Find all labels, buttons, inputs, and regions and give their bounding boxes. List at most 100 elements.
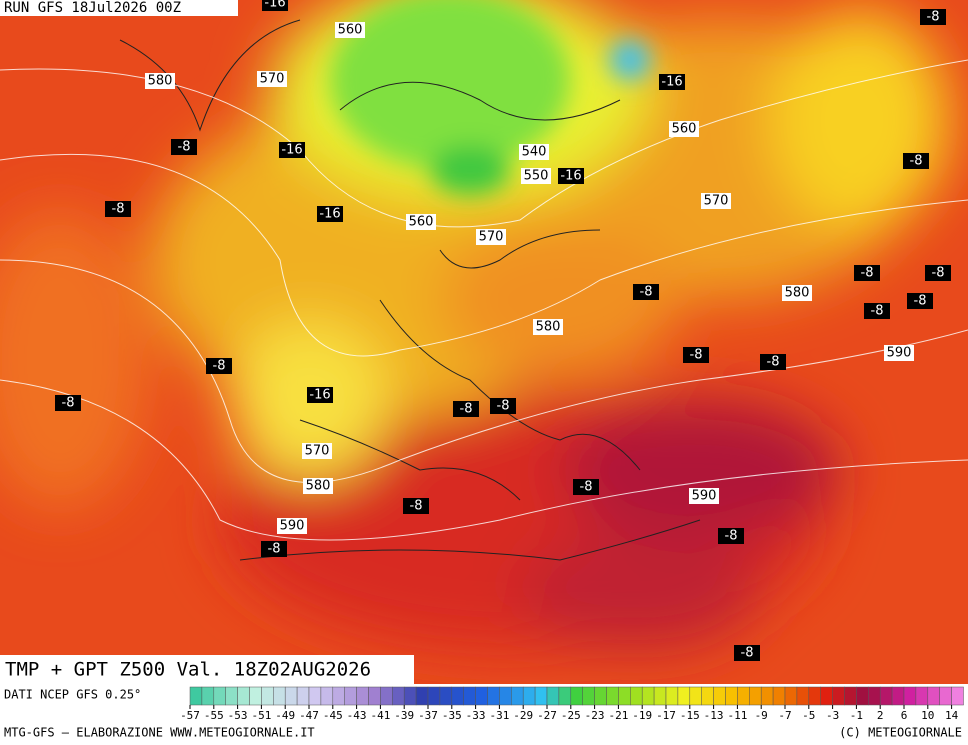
color-scale-label: -47 <box>299 709 319 722</box>
footer-right: (C) METEOGIORNALE <box>839 726 962 740</box>
temperature-label-box <box>403 498 429 514</box>
color-scale-box <box>475 686 488 706</box>
color-scale-label: -11 <box>727 709 747 722</box>
color-scale-label: -15 <box>680 709 700 722</box>
temperature-label: -8 <box>62 396 75 411</box>
run-box <box>0 0 238 16</box>
color-scale-box <box>760 686 774 706</box>
temperature-label: -8 <box>268 542 281 557</box>
height-label: 580 <box>536 320 561 335</box>
color-scale-box <box>225 686 238 706</box>
height-label: 580 <box>785 286 810 301</box>
temperature-label-box <box>573 479 599 495</box>
color-scale-box <box>308 686 322 706</box>
temperature-label: -8 <box>690 348 703 363</box>
color-scale-box <box>415 686 429 706</box>
coastlines <box>119 19 701 561</box>
color-scale-box <box>570 686 583 706</box>
color-scale-label: -39 <box>394 709 414 722</box>
height-label-box <box>302 443 332 459</box>
color-scale-label: -57 <box>180 709 200 722</box>
color-scale-box <box>534 686 548 706</box>
temperature-label: -8 <box>213 359 226 374</box>
temperature-label: -16 <box>661 75 682 90</box>
temperature-label-box <box>903 153 929 169</box>
cold-core <box>330 0 650 195</box>
height-label-box <box>521 168 551 184</box>
height-label: 570 <box>704 194 729 209</box>
color-scale-box <box>427 686 441 706</box>
color-scale-box <box>879 686 893 706</box>
temperature-label: -16 <box>309 388 330 403</box>
temperature-label: -8 <box>640 285 653 300</box>
temperature-label-box <box>558 168 584 184</box>
temperature-label-box <box>864 303 890 319</box>
height-label: 580 <box>306 479 331 494</box>
temperature-label: -8 <box>767 355 780 370</box>
color-scale-label: 2 <box>877 709 884 722</box>
color-scale-label: -43 <box>347 709 367 722</box>
color-scale-box <box>606 686 619 706</box>
color-scale-box <box>380 686 393 706</box>
color-scale-box <box>356 686 369 706</box>
height-label: 570 <box>260 72 285 87</box>
height-label-box <box>335 22 365 38</box>
height-label: 570 <box>479 230 504 245</box>
temperature-label: -8 <box>927 10 940 25</box>
height-label-box <box>669 121 699 137</box>
color-scale-box <box>403 686 417 706</box>
temperature-label-box <box>453 401 479 417</box>
color-scale-label: -1 <box>850 709 863 722</box>
temperature-label: -8 <box>580 480 593 495</box>
temperature-label-box <box>279 142 305 158</box>
color-scale-box <box>689 686 702 706</box>
color-scale-label: -9 <box>755 709 768 722</box>
color-scale-box <box>951 686 964 706</box>
color-scale-box <box>772 686 786 706</box>
temperature-label-box <box>734 645 760 661</box>
color-scale-box <box>939 686 952 706</box>
color-scale-label: -41 <box>370 709 390 722</box>
temperature-label: -8 <box>910 154 923 169</box>
color-scale-label: -27 <box>537 709 557 722</box>
color-scale-box <box>296 686 310 706</box>
color-scale-label: -29 <box>513 709 533 722</box>
color-scale-box <box>725 686 738 706</box>
height-label-box <box>406 214 436 230</box>
run-label: RUN GFS 18Jul2026 00Z <box>4 0 181 16</box>
color-scale-label: -7 <box>778 709 791 722</box>
temperature-label: -8 <box>178 140 191 155</box>
color-scale-box <box>249 686 262 706</box>
color-scale-box <box>808 686 821 706</box>
color-scale-box <box>546 686 560 706</box>
color-scale-box <box>463 686 476 706</box>
temperature-label-box <box>683 347 709 363</box>
temperature-label-box <box>490 398 516 414</box>
color-scale-box <box>856 686 869 706</box>
temperature-label: -8 <box>112 202 125 217</box>
color-scale-box <box>844 686 857 706</box>
temperature-label: -16 <box>319 207 340 222</box>
color-scale-label: -33 <box>466 709 486 722</box>
color-scale-box <box>439 686 453 706</box>
color-scale-label: -21 <box>608 709 628 722</box>
color-scale-label: -3 <box>826 709 839 722</box>
color-scale-box <box>903 686 917 706</box>
temperature-label-box <box>633 284 659 300</box>
temperature-label: -8 <box>497 399 510 414</box>
height-label-box <box>782 285 812 301</box>
color-scale-box <box>284 686 298 706</box>
temperature-label-box <box>171 139 197 155</box>
height-label: 540 <box>522 145 547 160</box>
height-label: 560 <box>672 122 697 137</box>
color-scale-box <box>665 686 679 706</box>
temperature-label: -8 <box>914 294 927 309</box>
temperature-label-box <box>854 265 880 281</box>
temperature-label: -16 <box>281 143 302 158</box>
height-label-box <box>533 319 563 335</box>
color-scale-box <box>511 686 524 706</box>
color-scale-box <box>891 686 905 706</box>
color-scale-box <box>261 686 274 706</box>
color-scale-label: -37 <box>418 709 438 722</box>
